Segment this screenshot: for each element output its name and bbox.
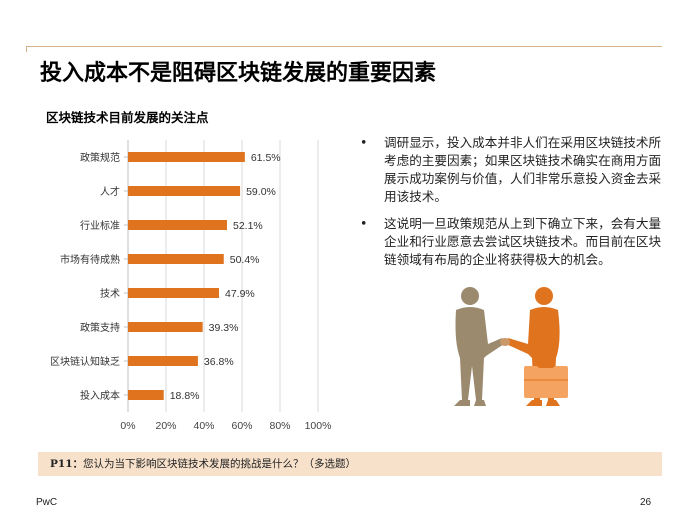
bar: [128, 152, 245, 162]
x-tick-label: 0%: [120, 420, 135, 432]
briefcase-icon: [524, 360, 568, 398]
bullet-text: 调研显示，投入成本并非人们在采用区块链技术所考虑的主要因素；如果区块链技术确实在…: [384, 135, 662, 204]
bar: [128, 288, 220, 298]
question-bar: P11：您认为当下影响区块链技术发展的挑战是什么？（多选题）: [38, 452, 662, 476]
category-label: 区块链认知缺乏: [50, 355, 120, 368]
data-label: 52.1%: [233, 220, 263, 232]
data-label: 18.8%: [170, 390, 200, 402]
x-tick-label: 80%: [269, 420, 290, 432]
category-label: 行业标准: [80, 219, 120, 232]
x-tick-label: 40%: [193, 420, 214, 432]
category-label: 投入成本: [80, 389, 120, 402]
bar: [128, 220, 227, 230]
data-label: 61.5%: [251, 152, 281, 164]
data-label: 50.4%: [230, 254, 260, 266]
bar: [128, 186, 241, 196]
bullet-list: • 调研显示，投入成本并非人们在采用区块链技术所考虑的主要因素；如果区块链技术确…: [358, 134, 666, 278]
header-rule: [26, 46, 662, 47]
bar: [128, 322, 203, 332]
bar: [128, 390, 164, 400]
category-label: 政策支持: [80, 321, 120, 334]
x-tick-label: 60%: [231, 420, 252, 432]
data-label: 47.9%: [225, 288, 255, 300]
category-label: 市场有待成熟: [60, 253, 120, 266]
chart-title: 区块链技术目前发展的关注点: [46, 110, 209, 125]
bullet-item: • 这说明一旦政策规范从上到下确立下来，会有大量企业和行业愿意去尝试区块链技术。…: [358, 215, 666, 269]
bullet-item: • 调研显示，投入成本并非人们在采用区块链技术所考虑的主要因素；如果区块链技术确…: [358, 134, 666, 206]
businessman-left-icon: [454, 287, 504, 406]
handshake-illustration: [454, 287, 568, 406]
header-rule-tick: [26, 46, 27, 52]
bar: [128, 254, 224, 264]
bullet-mark: •: [360, 216, 368, 231]
category-label: 人才: [100, 185, 120, 198]
question-text: 您认为当下影响区块链技术发展的挑战是什么？（多选题）: [83, 458, 357, 470]
question-number: P11：: [50, 458, 84, 470]
page-number: 26: [640, 497, 652, 508]
x-tick-label: 20%: [155, 420, 176, 432]
bar: [128, 356, 198, 366]
handshake-icon: [500, 338, 510, 346]
x-tick-label: 100%: [305, 420, 332, 432]
data-label: 39.3%: [209, 322, 239, 334]
category-label: 政策规范: [80, 151, 120, 164]
bullet-mark: •: [360, 135, 368, 150]
data-label: 36.8%: [204, 356, 234, 368]
footer-brand: PwC: [36, 497, 58, 508]
bullet-text: 这说明一旦政策规范从上到下确立下来，会有大量企业和行业愿意去尝试区块链技术。而目…: [384, 216, 662, 267]
data-label: 59.0%: [246, 186, 276, 198]
category-label: 技术: [100, 287, 120, 300]
page-title: 投入成本不是阻碍区块链发展的重要因素: [40, 61, 437, 86]
